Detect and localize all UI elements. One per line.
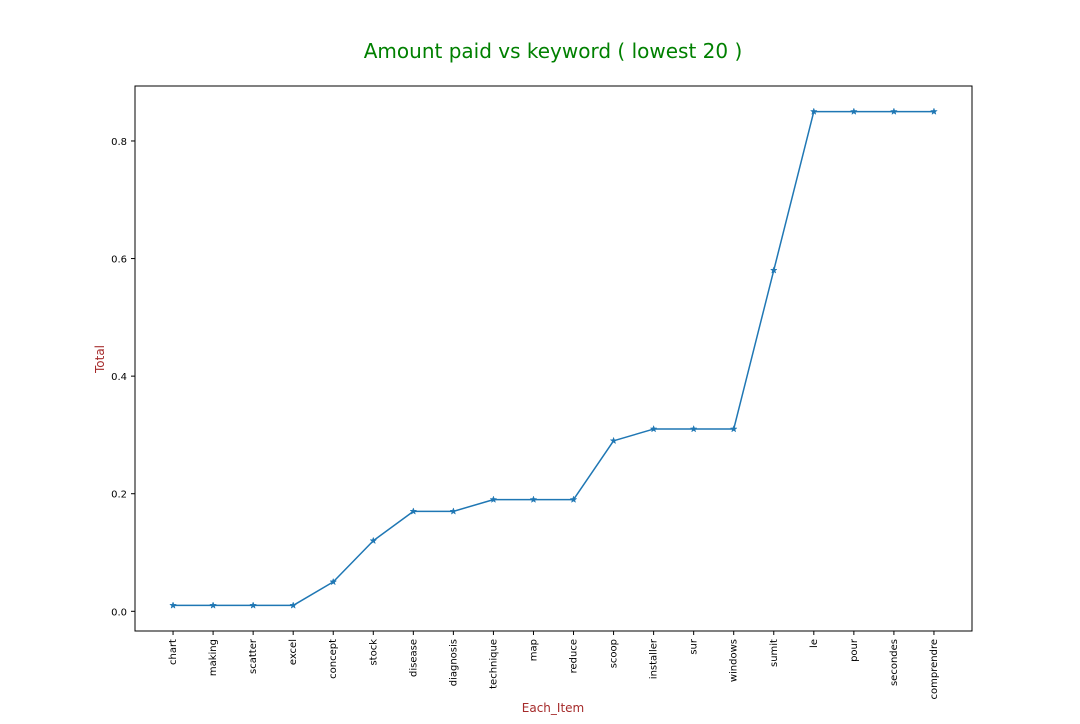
x-tick-label: map (528, 639, 539, 661)
data-point-star (649, 424, 658, 433)
data-point-star (369, 536, 378, 545)
y-axis-label: Total (93, 345, 107, 374)
data-point-star (249, 601, 258, 609)
data-point-star (609, 436, 618, 445)
x-tick-label: sumit (769, 639, 780, 667)
x-tick-label: making (208, 639, 219, 676)
data-point-star (729, 424, 738, 433)
x-tick-label: pour (849, 638, 860, 662)
x-tick-label: comprendre (929, 639, 940, 699)
data-point-star (569, 495, 578, 503)
x-tick-label: sur (689, 638, 700, 655)
x-axis-label: Each_Item (522, 701, 584, 715)
y-tick-label: 0.4 (111, 372, 127, 383)
y-tick-label: 0.6 (111, 255, 127, 266)
data-point-star (849, 107, 858, 115)
data-point-star (449, 507, 458, 515)
data-point-star (529, 495, 538, 503)
data-point-star (769, 266, 778, 274)
data-point-star (169, 601, 177, 609)
x-tick-label: scatter (248, 638, 259, 674)
data-point-star (689, 424, 698, 433)
plot-area: 0.0 0.2 0.4 0.6 0.8 chart making scatter excel co… (111, 107, 940, 699)
data-point-star (289, 601, 298, 609)
series-line (173, 110, 934, 607)
x-tick-label: scoop (609, 639, 620, 668)
x-tick-label: concept (328, 639, 339, 679)
x-tick-label: diagnosis (448, 639, 459, 686)
data-point-star (329, 577, 338, 586)
x-tick-label: excel (288, 639, 299, 665)
x-tick-label: stock (368, 639, 379, 666)
data-point-star (209, 601, 218, 609)
x-tick-label: chart (168, 639, 179, 665)
y-tick-label: 0.8 (111, 137, 127, 148)
data-point-star (930, 107, 938, 115)
y-tick-label: 0.0 (111, 607, 127, 618)
data-point-star (889, 107, 898, 115)
x-tick-label: reduce (569, 639, 580, 673)
x-tick-label: disease (408, 639, 419, 677)
data-point-star (409, 507, 418, 515)
x-tick-label: windows (729, 639, 740, 682)
plot-frame (134, 85, 973, 632)
x-tick-label: secondes (889, 639, 900, 686)
data-point-star (809, 107, 818, 115)
chart-title: Amount paid vs keyword ( lowest 20 ) (364, 39, 743, 63)
y-tick-label: 0.2 (111, 490, 127, 501)
x-tick-label: technique (488, 639, 499, 689)
x-tick-label: installer (649, 638, 660, 679)
x-tick-label: le (809, 639, 820, 648)
data-point-star (489, 495, 498, 503)
